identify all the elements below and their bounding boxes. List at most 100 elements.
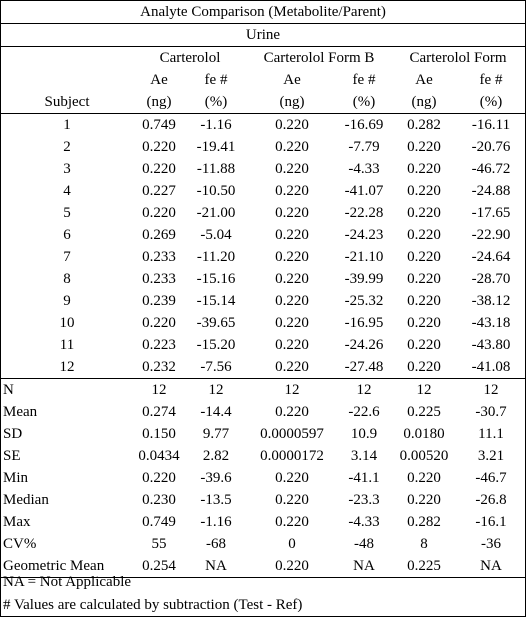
summary-row: Max 0.749 -1.16 0.220 -4.33 0.282 -16.1 [1,511,525,533]
table-title: Analyte Comparison (Metabolite/Parent) [1,1,526,24]
subject-id-cell: 12 [59,359,75,375]
value-cell: -38.12 [471,293,511,309]
subject-id-cell: 9 [63,293,71,309]
summary-value-cell: -39.6 [200,470,232,486]
value-cell: -43.18 [471,315,511,331]
group-header-row: Carterolol Carterolol Form B Carterolol … [1,47,525,70]
value-cell: 0.220 [275,227,309,243]
value-cell: -43.80 [471,337,511,353]
value-cell: 0.220 [407,139,441,155]
summary-row: Min 0.220 -39.6 0.220 -41.1 0.220 -46.7 [1,467,525,489]
summary-value-cell: 12 [133,378,185,401]
col-unit-fe-1: (%) [185,91,247,114]
value-cell: -28.70 [471,271,511,287]
summary-value-cell: 0.220 [407,492,441,508]
value-cell: -5.04 [200,227,232,243]
summary-value-cell: 3.14 [350,448,378,464]
summary-label-cell: Mean [3,404,38,420]
summary-value-cell: 0.220 [275,470,309,486]
summary-value-cell: -26.8 [475,492,507,508]
summary-row: CV% 55 -68 0 -48 8 -36 [1,533,525,555]
summary-label-cell: Max [3,514,31,530]
value-cell: -21.00 [196,205,236,221]
value-cell: -39.99 [344,271,384,287]
col-header-ae-3: Ae [415,72,433,88]
summary-value-cell: 0.225 [391,555,457,578]
summary-label-cell: N [1,378,133,401]
value-cell: 0.220 [142,161,176,177]
col-unit-fe-2: (%) [337,91,391,114]
value-cell: -39.65 [196,315,236,331]
value-cell: -21.10 [344,249,384,265]
value-cell: 0.220 [407,227,441,243]
summary-value-cell: -1.16 [200,514,232,530]
subject-header: Subject [1,91,133,114]
value-cell: 0.220 [407,337,441,353]
summary-row: SD 0.150 9.77 0.0000597 10.9 0.0180 11.1 [1,423,525,445]
matrix-label: Urine [1,23,526,47]
value-cell: 0.282 [407,117,441,133]
summary-value-cell: 12 [337,378,391,401]
value-cell: 0.220 [275,293,309,309]
summary-value-cell: 0.220 [407,470,441,486]
summary-value-cell: -41.1 [348,470,380,486]
group-header-carterolol-form: Carterolol Form [409,50,507,66]
title-row: Analyte Comparison (Metabolite/Parent) [1,1,526,24]
col-header-ae-1: Ae [150,72,168,88]
value-cell: 0.239 [142,293,176,309]
summary-value-cell: -4.33 [348,514,380,530]
summary-value-cell: 9.77 [202,426,230,442]
summary-label-cell: SD [3,426,23,442]
value-cell: -4.33 [348,161,380,177]
summary-value-cell: 2.82 [202,448,230,464]
summary-value-cell: -14.4 [200,404,232,420]
value-cell: -1.16 [200,117,232,133]
value-cell: -7.56 [200,359,232,375]
table-header: Analyte Comparison (Metabolite/Parent) U… [1,1,526,114]
value-cell: 0.220 [407,183,441,199]
column-header-row-1: Ae fe # Ae fe # Ae fe # [1,69,525,91]
summary-value-cell: -16.1 [475,514,507,530]
value-cell: -24.23 [344,227,384,243]
value-cell: -11.88 [196,161,236,177]
summary-value-cell: 0.274 [142,404,176,420]
value-cell: 0.220 [407,249,441,265]
summary-row: SE 0.0434 2.82 0.0000172 3.14 0.00520 3.21 [1,445,525,467]
value-cell: 0.220 [275,161,309,177]
summary-row: Geometric Mean 0.254 NA 0.220 NA 0.225 NA [1,555,526,578]
value-cell: 0.220 [407,161,441,177]
col-header-fe-1: fe # [204,72,228,88]
value-cell: 0.220 [407,359,441,375]
col-header-fe-3: fe # [479,72,503,88]
table-row: 5 0.220 -21.00 0.220 -22.28 0.220 -17.65 [1,202,525,224]
value-cell: 0.220 [407,271,441,287]
table-row: 8 0.233 -15.16 0.220 -39.99 0.220 -28.70 [1,268,525,290]
value-cell: -24.64 [471,249,511,265]
value-cell: -16.69 [344,117,384,133]
value-cell: 0.269 [142,227,176,243]
col-unit-ae-1: (ng) [133,91,185,114]
value-cell: 0.220 [407,315,441,331]
table-row: 1 0.749 -1.16 0.220 -16.69 0.282 -16.11 [1,114,525,137]
value-cell: -20.76 [471,139,511,155]
value-cell: 0.233 [142,271,176,287]
summary-value-cell: 0.282 [407,514,441,530]
footnote-na: NA = Not Applicable [3,574,132,590]
summary-label-cell: Min [3,470,29,486]
summary-value-cell: 0.150 [142,426,176,442]
table-row: 2 0.220 -19.41 0.220 -7.79 0.220 -20.76 [1,136,525,158]
group-header-spacer [1,47,133,70]
summary-value-cell: -68 [206,536,226,552]
value-cell: 0.220 [275,249,309,265]
table-row: 7 0.233 -11.20 0.220 -21.10 0.220 -24.64 [1,246,525,268]
value-cell: 0.220 [142,139,176,155]
subject-id-cell: 7 [63,249,71,265]
summary-label-cell: Median [3,492,49,508]
value-cell: 0.749 [142,117,176,133]
summary-value-cell: 11.1 [478,426,504,442]
table-row: 10 0.220 -39.65 0.220 -16.95 0.220 -43.18 [1,312,525,334]
summary-value-cell: 0.0180 [403,426,445,442]
value-cell: 0.220 [407,293,441,309]
summary-value-cell: 8 [420,536,428,552]
